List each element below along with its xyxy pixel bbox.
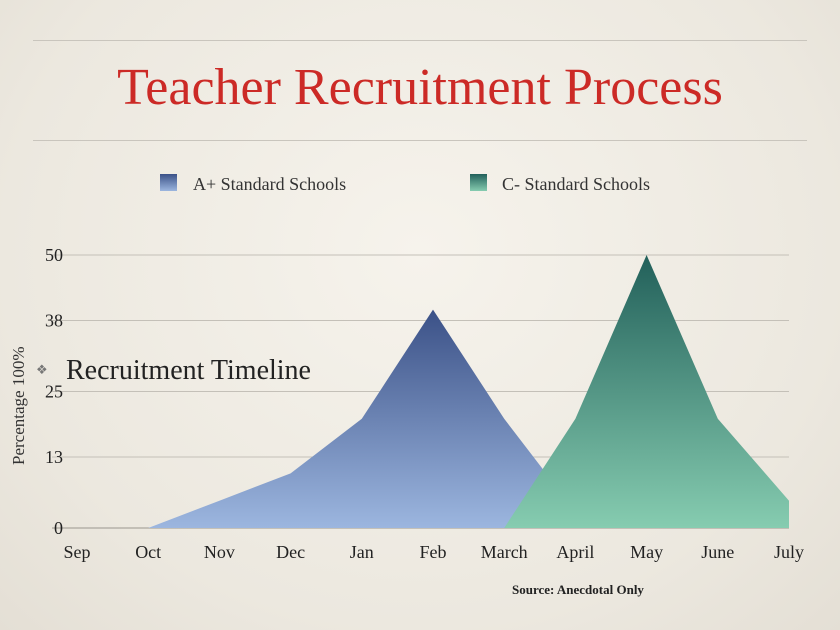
y-axis-label: Percentage 100% (9, 347, 28, 465)
area-series-c-minus (77, 255, 789, 528)
y-tick-25: 25 (45, 382, 63, 402)
x-tick-june: June (701, 542, 734, 562)
x-tick-may: May (630, 542, 663, 562)
x-tick-sep: Sep (64, 542, 91, 562)
x-tick-april: April (556, 542, 594, 562)
y-tick-0: 0 (54, 518, 63, 538)
legend-label-a-plus: A+ Standard Schools (193, 174, 346, 194)
x-tick-nov: Nov (204, 542, 235, 562)
x-tick-jan: Jan (350, 542, 374, 562)
area-series-a-plus (77, 309, 789, 528)
x-tick-dec: Dec (276, 542, 305, 562)
legend-swatch-a-plus (160, 174, 177, 191)
legend-swatch-c-minus (470, 174, 487, 191)
x-tick-march: March (481, 542, 528, 562)
x-tick-feb: Feb (420, 542, 447, 562)
x-tick-july: July (774, 542, 804, 562)
source-note: Source: Anecdotal Only (512, 582, 644, 597)
chart-title: Teacher Recruitment Process (117, 59, 723, 116)
bullet-icon: ❖ (36, 363, 48, 378)
top-rule (33, 40, 807, 41)
x-tick-oct: Oct (135, 542, 161, 562)
legend-label-c-minus: C- Standard Schools (502, 174, 650, 194)
y-tick-38: 38 (45, 311, 63, 331)
y-tick-50: 50 (45, 245, 63, 265)
annotation-recruitment-timeline: Recruitment Timeline (66, 355, 311, 386)
y-tick-13: 13 (45, 447, 63, 467)
title-underline-rule (33, 140, 807, 141)
